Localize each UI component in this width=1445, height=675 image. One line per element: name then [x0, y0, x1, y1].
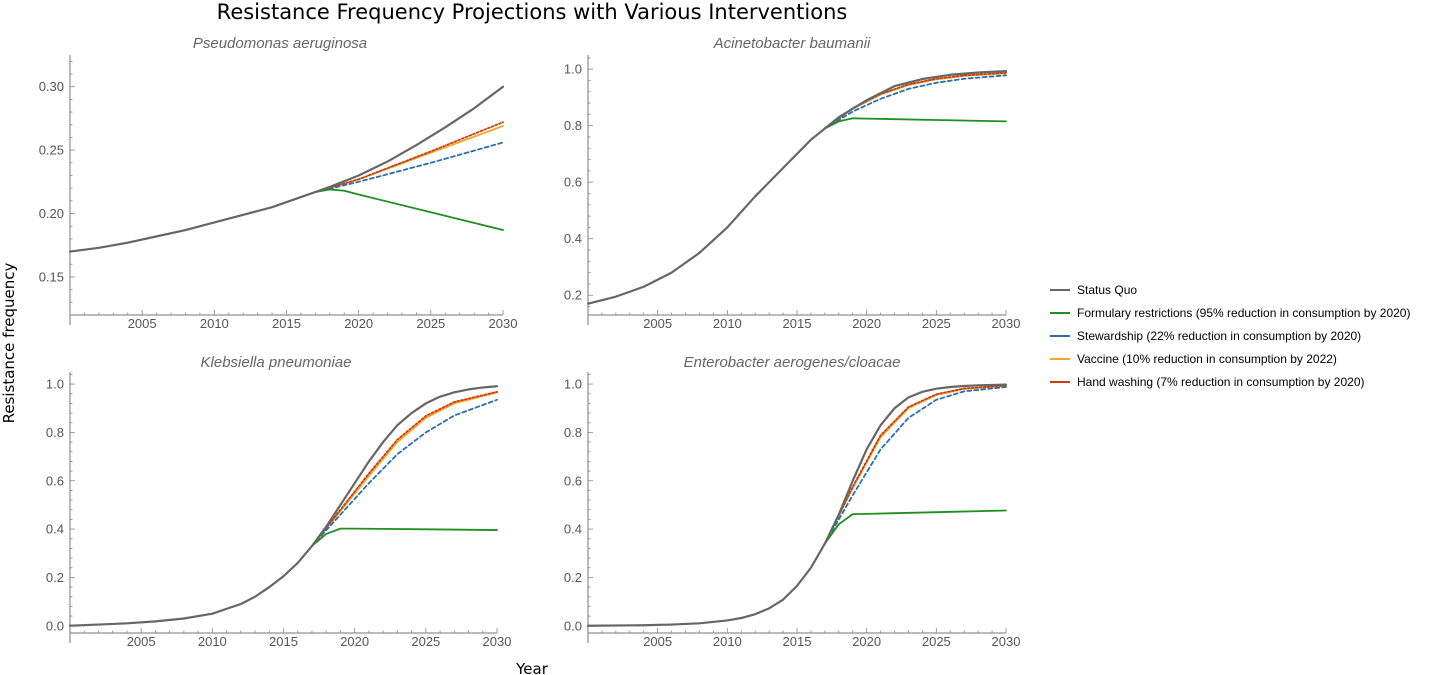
series-line-vaccine	[823, 384, 1007, 545]
x-tick-label: 2015	[272, 316, 301, 331]
series-line-status-quo	[68, 385, 499, 627]
x-tick-label: 2020	[852, 634, 881, 649]
x-axis-label: Year	[515, 660, 549, 675]
series-line-hand-washing	[311, 390, 498, 547]
legend-label: Vaccine (10% reduction in consumption by…	[1077, 352, 1337, 366]
panel-4: Enterobacter aerogenes/cloacae 2005 2010 20…	[564, 354, 1021, 649]
x-tick-label: 2005	[643, 634, 672, 649]
legend-item-formulary: Formulary restrictions (95% reduction in…	[1050, 306, 1410, 320]
series-line-hand-washing	[314, 121, 504, 193]
panel-title: Enterobacter aerogenes/cloacae	[684, 354, 901, 371]
y-tick-label: 1.0	[46, 377, 64, 392]
x-tick-label: 2015	[783, 316, 812, 331]
y-tick-label: 0.0	[564, 618, 582, 633]
y-tick-label: 0.25	[39, 143, 64, 158]
panel-title: Klebsiella pneumoniae	[201, 354, 352, 371]
x-tick-label: 2030	[489, 316, 518, 331]
legend-item-status-quo: Status Quo	[1050, 283, 1137, 297]
series-line-formulary	[314, 188, 504, 231]
panel-3: Klebsiella pneumoniae 2005 2010 2015 2020 202…	[46, 354, 512, 649]
series-line-stewardship	[823, 74, 1007, 130]
x-tick-label: 2005	[128, 316, 157, 331]
x-tick-label: 2020	[852, 316, 881, 331]
panel-2: Acinetobacter baumanii 2005 2010 2015 2020 20…	[564, 35, 1021, 331]
x-tick-label: 2005	[127, 634, 156, 649]
panel-1: Pseudomonas aeruginosa 2005 2010 2015 2020 20…	[39, 35, 518, 331]
x-tick-label: 2010	[198, 634, 227, 649]
y-tick-label: 0.2	[564, 288, 582, 303]
series-line-status-quo	[68, 85, 505, 253]
y-tick-label: 0.8	[46, 425, 64, 440]
y-tick-label: 0.4	[46, 522, 64, 537]
y-tick-label: 0.4	[564, 231, 582, 246]
x-tick-label: 2015	[269, 634, 298, 649]
x-tick-label: 2010	[200, 316, 229, 331]
series-line-status-quo	[586, 70, 1008, 305]
x-tick-label: 2020	[344, 316, 373, 331]
y-tick-label: 0.8	[564, 425, 582, 440]
x-tick-label: 2020	[340, 634, 369, 649]
series-line-vaccine	[311, 391, 498, 547]
x-tick-label: 2010	[713, 316, 742, 331]
y-tick-label: 0.15	[39, 269, 64, 284]
y-tick-label: 0.20	[39, 206, 64, 221]
panel-title: Pseudomonas aeruginosa	[193, 35, 367, 52]
y-tick-label: 0.6	[564, 175, 582, 190]
y-tick-label: 0.30	[39, 79, 64, 94]
series-line-formulary	[311, 527, 498, 547]
y-tick-label: 0.6	[46, 473, 64, 488]
y-tick-label: 1.0	[564, 377, 582, 392]
y-tick-label: 0.8	[564, 118, 582, 133]
y-tick-label: 0.6	[564, 473, 582, 488]
panel-title: Acinetobacter baumanii	[713, 35, 871, 52]
legend-label: Stewardship (22% reduction in consumptio…	[1077, 329, 1361, 343]
chart-panels: Pseudomonas aeruginosa 2005 2010 2015 2020 20…	[39, 35, 1021, 649]
series-line-stewardship	[823, 386, 1007, 545]
series-line-formulary	[823, 509, 1007, 545]
series-line-formulary	[823, 117, 1007, 130]
legend-item-stewardship: Stewardship (22% reduction in consumptio…	[1050, 329, 1361, 343]
series-line-status-quo	[586, 383, 1008, 627]
x-tick-label: 2010	[713, 634, 742, 649]
x-tick-label: 2025	[922, 634, 951, 649]
x-tick-label: 2025	[922, 316, 951, 331]
series-line-hand-washing	[823, 384, 1007, 545]
y-axis-label: Resistance frequency	[0, 262, 18, 423]
legend-label: Hand washing (7% reduction in consumptio…	[1077, 375, 1365, 389]
x-tick-label: 2030	[992, 316, 1021, 331]
legend-label: Status Quo	[1077, 283, 1137, 297]
y-tick-label: 0.2	[564, 570, 582, 585]
y-tick-label: 0.0	[46, 618, 64, 633]
y-tick-label: 0.4	[564, 522, 582, 537]
x-tick-label: 2015	[783, 634, 812, 649]
chart-legend: Status Quo Formulary restrictions (95% re…	[1050, 283, 1410, 389]
series-line-stewardship	[314, 141, 504, 193]
legend-item-hand-washing: Hand washing (7% reduction in consumptio…	[1050, 375, 1365, 389]
x-tick-label: 2030	[483, 634, 512, 649]
x-tick-label: 2030	[992, 634, 1021, 649]
y-tick-label: 1.0	[564, 62, 582, 77]
series-line-stewardship	[311, 398, 498, 547]
x-tick-label: 2005	[643, 316, 672, 331]
x-tick-label: 2025	[411, 634, 440, 649]
chart-title: Resistance Frequency Projections with Va…	[217, 0, 848, 24]
legend-item-vaccine: Vaccine (10% reduction in consumption by…	[1050, 352, 1337, 366]
legend-label: Formulary restrictions (95% reduction in…	[1077, 306, 1410, 320]
x-tick-label: 2025	[416, 316, 445, 331]
y-tick-label: 0.2	[46, 570, 64, 585]
